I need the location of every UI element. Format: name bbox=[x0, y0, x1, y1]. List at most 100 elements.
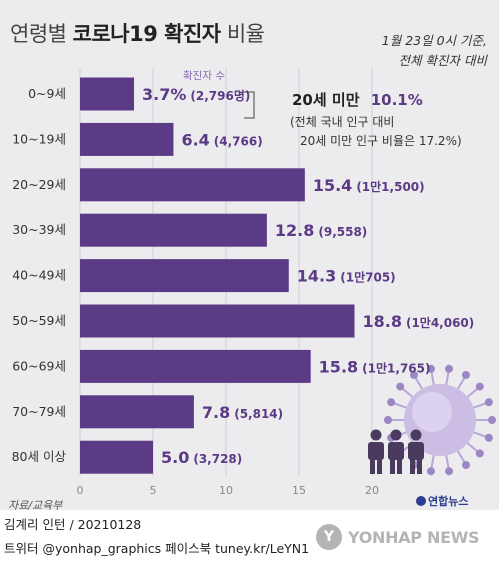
bar bbox=[80, 440, 153, 474]
person-body bbox=[388, 442, 404, 460]
value-label: 18.8 (1만4,060) bbox=[362, 312, 474, 331]
footer-line2: 트위터 @yonhap_graphics 페이스북 tuney.kr/LeYN1 bbox=[4, 541, 310, 556]
value-count: (9,558) bbox=[318, 225, 367, 239]
bar bbox=[80, 122, 174, 156]
value-label: 6.4 (4,766) bbox=[181, 130, 262, 149]
virus-spike-tip bbox=[462, 461, 470, 470]
people-icon bbox=[368, 429, 424, 474]
virus-spike-tip bbox=[426, 467, 435, 476]
virus-spike-tip bbox=[445, 467, 454, 476]
value-main: 12.8 bbox=[275, 221, 314, 240]
bar bbox=[80, 395, 194, 429]
person-leg bbox=[417, 458, 422, 474]
callout-line2: (전체 국내 인구 대비 bbox=[290, 115, 394, 129]
title-part1: 연령별 bbox=[10, 22, 67, 46]
value-label: 15.8 (1만1,765) bbox=[319, 357, 431, 376]
footer-line1: 김계리 인턴 / 20210128 bbox=[4, 517, 142, 532]
value-label: 3.7% (2,796명) bbox=[142, 85, 250, 104]
bar-chart: 0~9세 3.7% (2,796명) 10~19세 6.4 (4,766) 20~29세 15… bbox=[12, 68, 496, 497]
value-main: 15.4 bbox=[313, 176, 352, 195]
value-label: 7.8 (5,814) bbox=[202, 403, 283, 422]
value-count: (1만705) bbox=[340, 270, 395, 285]
person-head bbox=[390, 429, 402, 441]
x-tick-label: 5 bbox=[150, 484, 157, 497]
note-line2: 전체 확진자 대비 bbox=[398, 53, 487, 68]
virus-spike-tip bbox=[384, 416, 392, 424]
callout-headline-text: 20세 미만 bbox=[292, 91, 360, 109]
person-head bbox=[410, 429, 422, 441]
watermark: Y YONHAP NEWS bbox=[316, 522, 491, 552]
bar bbox=[80, 168, 305, 202]
value-count: (2,796명) bbox=[190, 89, 250, 103]
title-part3: 비율 bbox=[226, 22, 265, 46]
callout-headline: 20세 미만 10.1% bbox=[292, 91, 423, 109]
category-label: 0~9세 bbox=[28, 86, 66, 101]
yonhap-logo-small: 연합뉴스 bbox=[416, 493, 468, 509]
watermark-icon: Y bbox=[316, 524, 342, 550]
callout-value: 10.1% bbox=[371, 91, 423, 109]
value-main: 7.8 bbox=[202, 403, 230, 422]
watermark-text: YONHAP NEWS bbox=[348, 527, 480, 547]
person-leg bbox=[377, 458, 382, 474]
category-label: 80세 이상 bbox=[12, 449, 67, 464]
callout-layer: 확진자 수 20세 미만 10.1% (전체 국내 인구 대비 20세 미만 인… bbox=[183, 69, 462, 148]
virus-spike-tip bbox=[445, 364, 454, 373]
person-body bbox=[368, 442, 384, 460]
virus-spike-tip bbox=[484, 433, 493, 442]
person-leg bbox=[390, 458, 395, 474]
virus-highlight bbox=[412, 392, 452, 432]
value-label: 5.0 (3,728) bbox=[161, 448, 242, 467]
category-label: 50~59세 bbox=[12, 313, 66, 328]
category-label: 60~69세 bbox=[12, 358, 66, 373]
value-main: 14.3 bbox=[297, 267, 336, 286]
category-label: 40~49세 bbox=[12, 268, 66, 283]
value-main: 5.0 bbox=[161, 448, 189, 467]
category-label: 70~79세 bbox=[12, 404, 66, 419]
chart-title: 연령별 코로나19 확진자 비율 bbox=[10, 18, 265, 48]
virus-spike-tip bbox=[426, 364, 435, 373]
person-head bbox=[370, 429, 382, 441]
value-main: 6.4 bbox=[181, 130, 209, 149]
virus-spike-tip bbox=[462, 370, 470, 379]
virus-spike-tip bbox=[396, 382, 405, 391]
title-part2: 코로나19 확진자 bbox=[72, 22, 221, 46]
virus-spike-tip bbox=[475, 449, 484, 458]
person-leg bbox=[410, 458, 415, 474]
yonhap-logo-text: 연합뉴스 bbox=[428, 495, 469, 508]
source-label: 자료/교육부 bbox=[8, 499, 63, 512]
value-label: 15.4 (1만1,500) bbox=[313, 176, 425, 195]
value-count: (1만4,060) bbox=[406, 315, 474, 330]
callout-bracket bbox=[244, 91, 255, 119]
virus-spike-tip bbox=[488, 416, 496, 424]
labels-layer: 0~9세 3.7% (2,796명) 10~19세 6.4 (4,766) 20~29세 15… bbox=[12, 85, 475, 467]
value-count: (4,766) bbox=[214, 134, 263, 148]
category-label: 30~39세 bbox=[12, 222, 66, 237]
virus-spike-tip bbox=[484, 398, 493, 407]
legend-label: 확진자 수 bbox=[183, 69, 225, 82]
category-label: 10~19세 bbox=[12, 131, 66, 146]
value-count: (1만1,765) bbox=[362, 360, 430, 375]
value-label: 12.8 (9,558) bbox=[275, 221, 367, 240]
value-count: (3,728) bbox=[193, 452, 242, 466]
value-main: 3.7% bbox=[142, 85, 186, 104]
bar bbox=[80, 213, 267, 247]
bar bbox=[80, 349, 311, 383]
value-label: 14.3 (1만705) bbox=[297, 267, 396, 286]
value-main: 15.8 bbox=[319, 357, 358, 376]
person-leg bbox=[370, 458, 375, 474]
bar bbox=[80, 259, 289, 293]
x-tick-label: 20 bbox=[365, 484, 379, 497]
category-label: 20~29세 bbox=[12, 177, 66, 192]
person-body bbox=[408, 442, 424, 460]
bar bbox=[80, 77, 135, 111]
bar bbox=[80, 304, 355, 338]
virus-spike-tip bbox=[475, 382, 484, 391]
x-tick-label: 10 bbox=[219, 484, 233, 497]
value-count: (1만1,500) bbox=[356, 179, 424, 194]
virus-spike-tip bbox=[410, 370, 418, 379]
value-main: 18.8 bbox=[362, 312, 401, 331]
yonhap-logo-icon bbox=[416, 496, 426, 506]
x-tick-label: 0 bbox=[77, 484, 84, 497]
callout-line3: 20세 미만 인구 비율은 17.2%) bbox=[300, 134, 462, 148]
person-leg bbox=[397, 458, 402, 474]
